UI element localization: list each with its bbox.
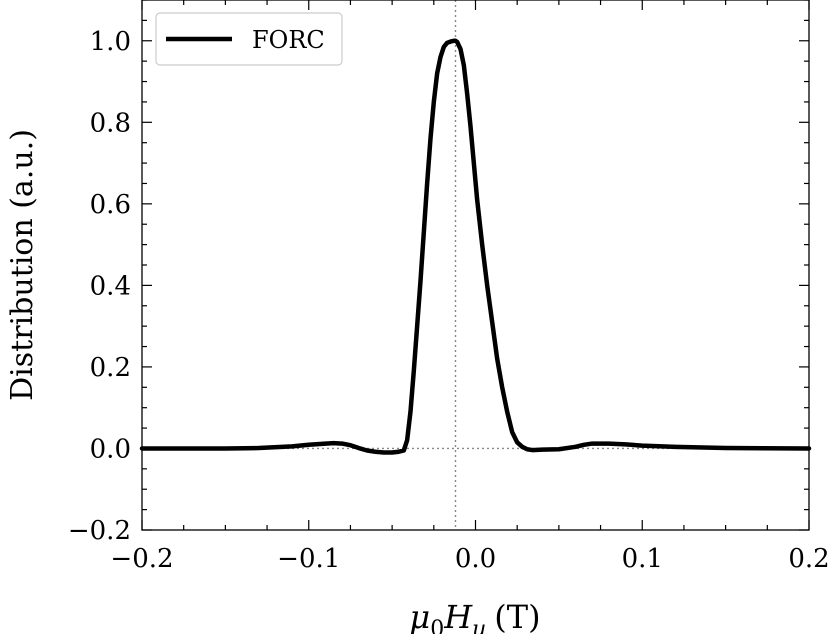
y-tick-label: 0.4 <box>90 271 131 301</box>
series-line-forc <box>139 38 812 455</box>
x-tick-label: 0.0 <box>455 544 496 574</box>
plot-area-background <box>142 0 809 530</box>
y-tick-label: 0.0 <box>90 434 131 464</box>
legend-box <box>155 12 343 66</box>
legend: FORC <box>155 12 343 66</box>
y-tick-label: 0.8 <box>90 108 131 138</box>
x-axis-title-sub0: 0 <box>430 617 444 634</box>
y-tick-label: 0.2 <box>90 353 131 383</box>
y-axis-title: Distribution (a.u.) <box>5 129 40 401</box>
legend-label-forc: FORC <box>252 26 325 54</box>
y-tick-label: −0.2 <box>68 516 131 546</box>
x-tick-labels: −0.2 −0.1 0.0 0.1 0.2 <box>110 544 829 574</box>
x-axis-title-subu: u <box>472 617 486 634</box>
series-layer <box>139 38 812 455</box>
y-tick-label: 1.0 <box>90 27 131 57</box>
x-axis-title-h: H <box>443 598 473 634</box>
y-tick-labels: −0.2 0.0 0.2 0.4 0.6 0.8 1.0 <box>68 27 131 546</box>
x-axis-title-mu: μ <box>409 598 430 634</box>
x-tick-label: −0.1 <box>277 544 340 574</box>
x-axis-title-unit: (T) <box>494 598 540 634</box>
y-tick-label: 0.6 <box>90 190 131 220</box>
axis-ticks <box>141 0 810 531</box>
x-tick-label: 0.1 <box>622 544 663 574</box>
x-tick-label: 0.2 <box>788 544 829 574</box>
x-axis-title: μ0Hu (T) <box>409 598 540 634</box>
x-tick-label: −0.2 <box>110 544 173 574</box>
